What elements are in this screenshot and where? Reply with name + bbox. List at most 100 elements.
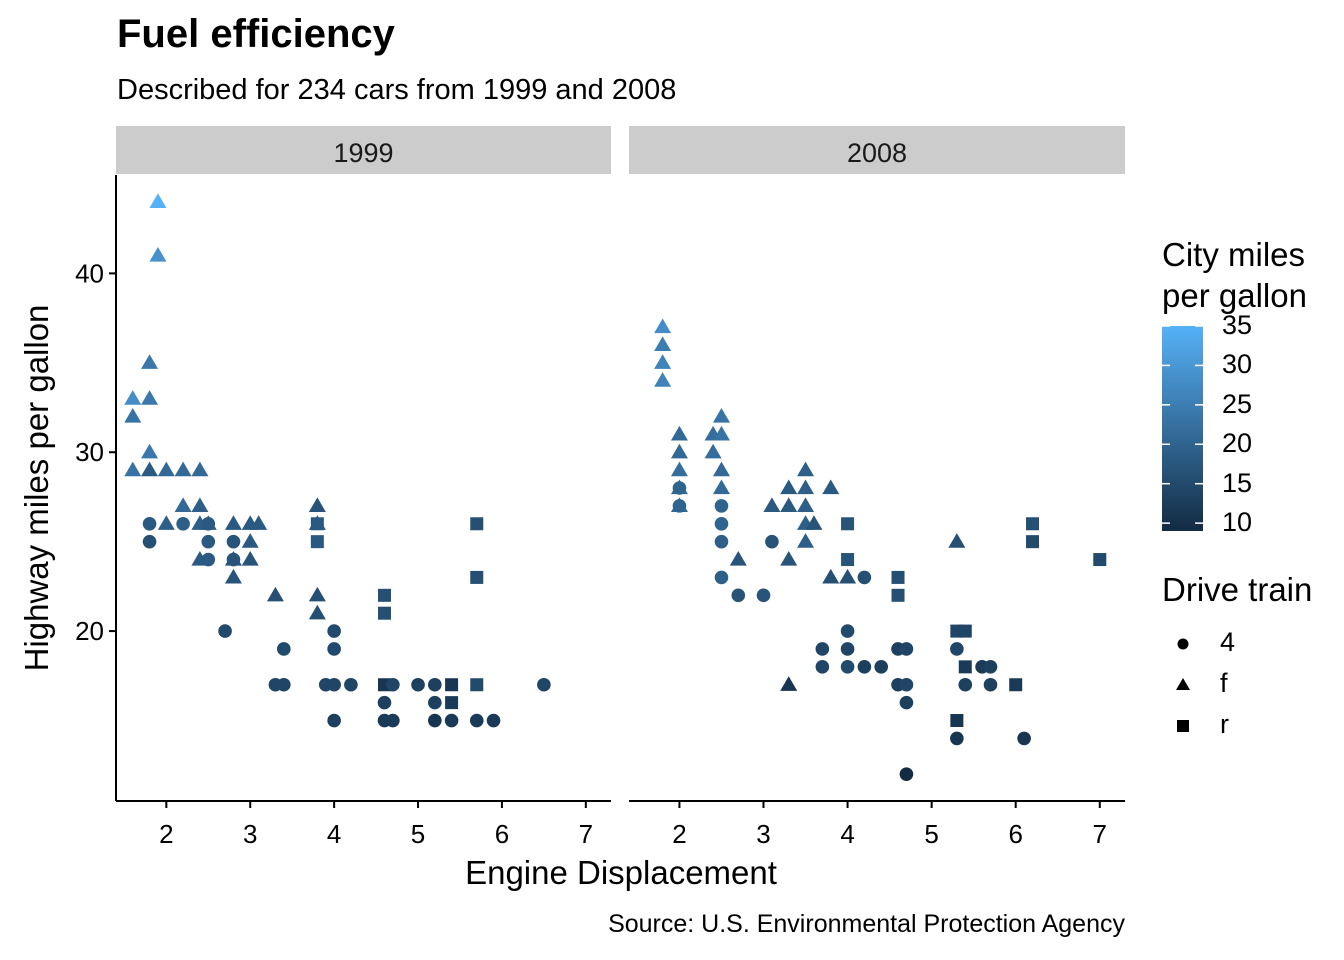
data-point (276, 677, 291, 692)
data-point (950, 642, 964, 656)
data-point (840, 642, 855, 656)
x-tick-label: 6 (1008, 819, 1022, 849)
data-point (958, 677, 973, 692)
data-point (729, 551, 747, 566)
data-point (276, 642, 291, 656)
data-point (469, 713, 484, 728)
data-point (840, 624, 855, 638)
color-legend-title-line: per gallon (1162, 277, 1307, 314)
data-point (899, 767, 914, 781)
data-point (765, 534, 779, 549)
data-point (266, 586, 284, 602)
data-point (670, 425, 688, 441)
data-point (327, 677, 341, 692)
data-point (712, 407, 730, 423)
data-point (377, 588, 391, 602)
data-point (445, 678, 459, 692)
data-point (899, 695, 914, 710)
y-axis-label: Highway miles per gallon (18, 304, 55, 672)
legend-circle-icon (1177, 638, 1189, 650)
data-point (386, 677, 400, 692)
data-point (712, 461, 730, 477)
facet-strip-label: 1999 (333, 138, 393, 168)
x-tick-label: 5 (924, 819, 938, 849)
data-point (841, 553, 855, 567)
data-point (428, 713, 442, 728)
data-point (327, 624, 341, 638)
data-point (672, 481, 687, 495)
data-point (470, 517, 484, 531)
y-tick-label: 20 (75, 616, 104, 646)
data-point (377, 606, 391, 620)
data-point (218, 624, 232, 638)
data-point (124, 407, 142, 423)
data-point (470, 570, 484, 584)
data-point (874, 660, 889, 674)
data-point (1009, 678, 1023, 692)
data-point (444, 713, 459, 728)
data-point (756, 588, 771, 603)
data-point (714, 534, 729, 549)
data-point (201, 552, 216, 567)
data-point (142, 516, 157, 531)
data-point (1026, 517, 1040, 531)
color-legend-title: City miles per gallon (1162, 234, 1307, 316)
data-point (224, 551, 242, 566)
data-point (149, 246, 167, 262)
data-point (815, 642, 830, 656)
x-tick-label: 5 (411, 819, 425, 849)
color-bar (1162, 326, 1203, 531)
color-legend-tick-label: 15 (1222, 467, 1253, 498)
data-point (344, 677, 358, 692)
data-point (141, 461, 159, 477)
data-point (780, 551, 798, 566)
data-point (141, 354, 159, 369)
x-tick-label: 3 (756, 819, 770, 849)
chart-subtitle: Described for 234 cars from 1999 and 200… (117, 74, 677, 106)
data-point (327, 713, 341, 728)
data-point (797, 479, 815, 495)
data-point (124, 390, 142, 405)
y-tick-label: 30 (75, 437, 104, 467)
data-point (428, 677, 442, 692)
data-point (950, 714, 964, 728)
data-point (822, 479, 840, 495)
data-point (308, 497, 326, 513)
data-point (839, 568, 857, 584)
data-point (857, 660, 872, 674)
shape-legend-label: f (1220, 668, 1228, 698)
data-point (470, 678, 484, 692)
x-axis-label: Engine Displacement (465, 854, 777, 891)
data-point (327, 642, 341, 656)
data-point (224, 568, 242, 584)
data-point (486, 713, 501, 728)
color-legend-tick-label: 25 (1222, 388, 1253, 419)
data-point (1026, 535, 1040, 549)
data-point (857, 570, 872, 585)
data-point (176, 516, 190, 531)
data-point (157, 461, 175, 477)
data-point (537, 677, 551, 692)
data-point (899, 677, 914, 692)
data-point (983, 677, 998, 692)
data-point (714, 570, 729, 585)
data-point (201, 516, 216, 531)
data-point (310, 517, 324, 531)
legend-triangle-icon (1176, 678, 1190, 690)
data-point (201, 534, 216, 549)
data-point (899, 642, 914, 656)
data-point (712, 425, 730, 441)
data-point (714, 516, 729, 531)
data-point (386, 713, 400, 728)
data-point (241, 533, 259, 548)
data-point (891, 570, 905, 584)
data-point (124, 461, 142, 477)
color-legend-title-line: City miles (1162, 236, 1306, 273)
legend-square-icon (1177, 720, 1189, 732)
x-tick-label: 2 (159, 819, 173, 849)
color-legend-tick-label: 30 (1222, 349, 1253, 380)
data-point (797, 461, 815, 477)
data-point (174, 497, 192, 513)
data-point (141, 390, 159, 405)
